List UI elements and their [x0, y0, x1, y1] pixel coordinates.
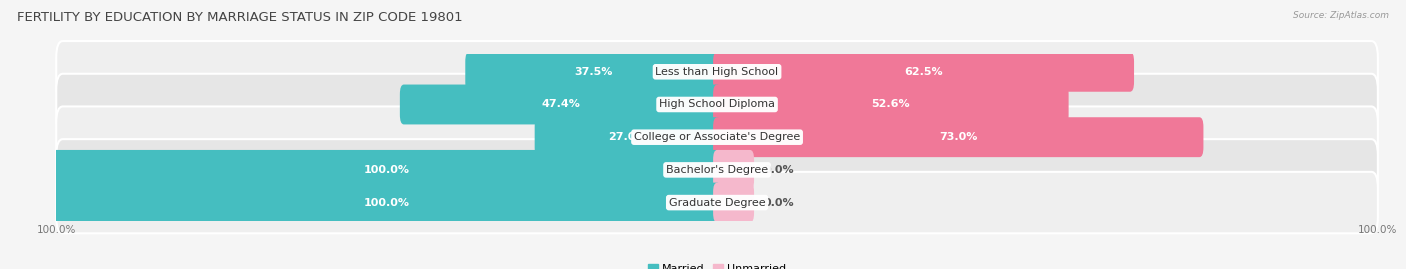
Text: 100.0%: 100.0% [364, 165, 409, 175]
FancyBboxPatch shape [713, 84, 1069, 125]
FancyBboxPatch shape [713, 183, 754, 222]
Text: 0.0%: 0.0% [763, 198, 794, 208]
Text: Less than High School: Less than High School [655, 67, 779, 77]
FancyBboxPatch shape [56, 41, 1378, 102]
Text: Graduate Degree: Graduate Degree [669, 198, 765, 208]
Text: College or Associate's Degree: College or Associate's Degree [634, 132, 800, 142]
Text: 37.5%: 37.5% [574, 67, 613, 77]
FancyBboxPatch shape [56, 172, 1378, 233]
Text: 100.0%: 100.0% [364, 198, 409, 208]
Text: Source: ZipAtlas.com: Source: ZipAtlas.com [1294, 11, 1389, 20]
Text: 0.0%: 0.0% [763, 165, 794, 175]
FancyBboxPatch shape [399, 84, 721, 125]
FancyBboxPatch shape [56, 139, 1378, 201]
Text: 47.4%: 47.4% [541, 100, 579, 109]
Text: 52.6%: 52.6% [872, 100, 910, 109]
FancyBboxPatch shape [713, 117, 1204, 157]
FancyBboxPatch shape [52, 183, 721, 222]
Text: Bachelor's Degree: Bachelor's Degree [666, 165, 768, 175]
FancyBboxPatch shape [465, 52, 721, 92]
FancyBboxPatch shape [56, 74, 1378, 135]
Text: 73.0%: 73.0% [939, 132, 977, 142]
FancyBboxPatch shape [56, 107, 1378, 168]
FancyBboxPatch shape [52, 150, 721, 190]
Text: 62.5%: 62.5% [904, 67, 943, 77]
FancyBboxPatch shape [713, 150, 754, 190]
FancyBboxPatch shape [534, 117, 721, 157]
Legend: Married, Unmarried: Married, Unmarried [644, 259, 790, 269]
Text: 27.0%: 27.0% [609, 132, 647, 142]
Text: FERTILITY BY EDUCATION BY MARRIAGE STATUS IN ZIP CODE 19801: FERTILITY BY EDUCATION BY MARRIAGE STATU… [17, 11, 463, 24]
Text: High School Diploma: High School Diploma [659, 100, 775, 109]
FancyBboxPatch shape [713, 52, 1135, 92]
